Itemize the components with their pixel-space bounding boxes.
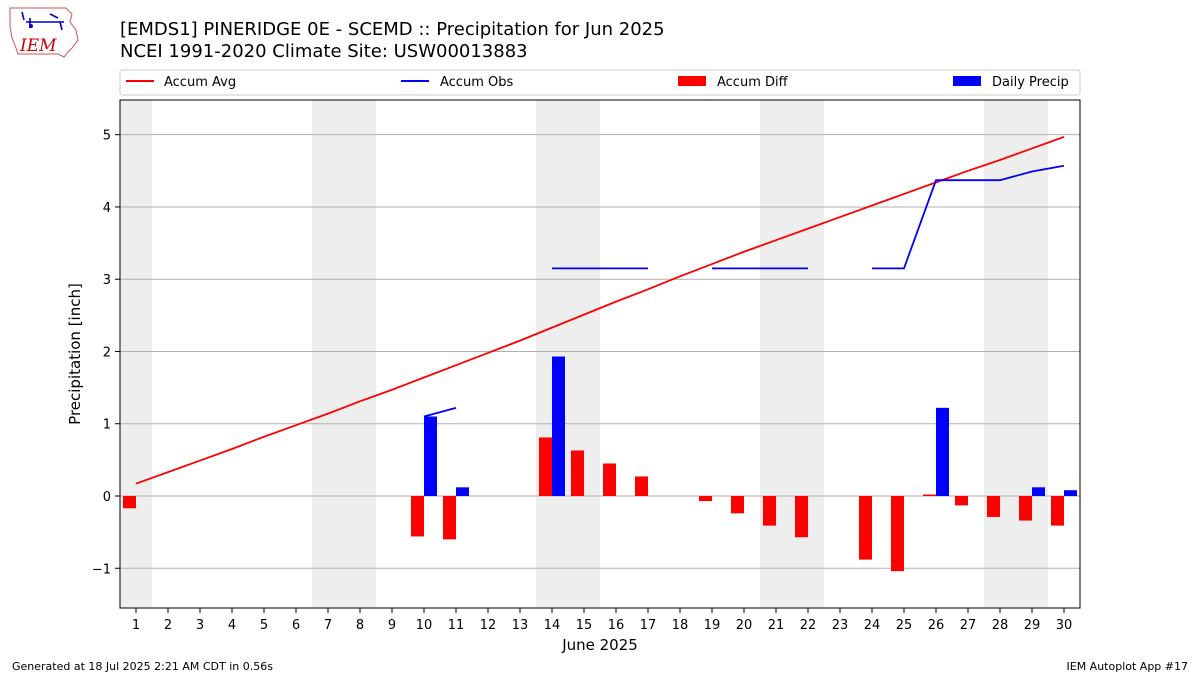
x-tick-label: 9	[388, 618, 396, 633]
y-axis: −1 0 1 2 3 4 5	[92, 129, 120, 577]
weekend-band-8	[344, 100, 376, 608]
accum-obs-line-0	[423, 406, 457, 418]
x-axis-label: June 2025	[561, 636, 638, 654]
x-tick-label: 21	[768, 618, 785, 633]
x-tick-label: 22	[800, 618, 817, 633]
legend-accum-avg-label: Accum Avg	[164, 75, 236, 90]
legend-daily-precip-label: Daily Precip	[992, 75, 1069, 90]
footer-generated: Generated at 18 Jul 2025 2:21 AM CDT in …	[12, 660, 273, 673]
accum-diff-bar-17	[635, 476, 648, 496]
plot-frame	[119, 99, 1081, 609]
x-tick-label: 4	[228, 618, 236, 633]
weekend-band-1	[120, 100, 152, 608]
accum-diff-bar-15	[571, 450, 584, 496]
daily-precip-bar-26	[936, 407, 949, 496]
series-lines	[135, 136, 1065, 485]
x-tick-label: 19	[704, 618, 721, 633]
daily-precip-bar-11	[456, 487, 469, 496]
chart-title: [EMDS1] PINERIDGE 0E - SCEMD :: Precipit…	[120, 19, 665, 40]
x-tick-label: 10	[416, 618, 433, 633]
x-tick-label: 29	[1024, 618, 1041, 633]
x-tick-label: 26	[928, 618, 945, 633]
weekend-shading	[120, 100, 1048, 608]
accum-diff-bar-21	[763, 495, 776, 526]
weekend-band-7	[312, 100, 344, 608]
x-tick-label: 30	[1056, 618, 1073, 633]
legend: Accum Avg Accum Obs Accum Diff Daily Pre…	[119, 69, 1081, 96]
accum-diff-bar-14	[539, 437, 552, 496]
x-tick-label: 8	[356, 618, 364, 633]
legend-box	[119, 69, 1081, 96]
legend-daily-precip-swatch	[953, 76, 981, 86]
x-tick-label: 12	[480, 618, 497, 633]
y-tick-label: 2	[103, 345, 111, 360]
y-tick-label: 1	[103, 418, 111, 433]
y-tick-label: 3	[103, 273, 111, 288]
footer-app: IEM Autoplot App #17	[1067, 660, 1189, 673]
y-tick-label: 0	[103, 490, 111, 505]
x-tick-label: 27	[960, 618, 977, 633]
x-tick-label: 7	[324, 618, 332, 633]
grid-lines	[120, 134, 1080, 569]
bars	[123, 356, 1077, 572]
daily-precip-bar-29	[1032, 487, 1045, 496]
weekend-band-29	[1016, 100, 1048, 608]
x-tick-label: 14	[544, 618, 561, 633]
x-tick-label: 3	[196, 618, 204, 633]
accum-diff-bar-29	[1019, 495, 1032, 521]
x-tick-label: 11	[448, 618, 465, 633]
accum-diff-bar-16	[603, 463, 616, 496]
x-tick-label: 25	[896, 618, 913, 633]
legend-accum-diff-swatch	[678, 76, 706, 86]
weekend-band-14	[536, 100, 568, 608]
accum-diff-bar-27	[955, 495, 968, 506]
accum-diff-bar-11	[443, 495, 456, 540]
legend-accum-diff-label: Accum Diff	[717, 75, 789, 90]
x-tick-label: 6	[292, 618, 300, 633]
iem-logo: IEM	[9, 7, 79, 58]
x-tick-label: 28	[992, 618, 1009, 633]
accum-diff-bar-22	[795, 495, 808, 538]
y-tick-label: 5	[103, 129, 111, 144]
accum-diff-bar-30	[1051, 495, 1064, 526]
chart-subtitle: NCEI 1991-2020 Climate Site: USW00013883	[120, 41, 528, 62]
station-dot-icon	[29, 24, 33, 28]
weekend-band-21	[760, 100, 792, 608]
x-tick-label: 18	[672, 618, 689, 633]
accum-diff-bar-28	[987, 495, 1000, 517]
x-tick-label: 2	[164, 618, 172, 633]
accum-diff-bar-10	[411, 495, 424, 537]
accum-obs-line-3	[872, 164, 1065, 270]
weekend-band-28	[984, 100, 1016, 608]
x-tick-label: 20	[736, 618, 753, 633]
x-tick-label: 23	[832, 618, 849, 633]
accum-diff-bar-19	[699, 495, 712, 502]
weather-station-icon	[21, 11, 64, 31]
y-axis-label: Precipitation [inch]	[66, 283, 84, 425]
accum-diff-bar-1	[123, 495, 136, 509]
x-tick-label: 15	[576, 618, 593, 633]
x-axis: 1 2 3 4 5 6 7 8 9 10 11 12 13 14 15 16 17 18 19 20 21 22 23 24 2…	[132, 608, 1072, 633]
accum-avg-line	[135, 136, 1065, 485]
accum-diff-bar-25	[891, 495, 904, 572]
accum-diff-bar-20	[731, 495, 744, 514]
x-tick-label: 5	[260, 618, 268, 633]
iowa-outline-icon	[9, 7, 79, 58]
weekend-band-15	[568, 100, 600, 608]
x-tick-label: 13	[512, 618, 529, 633]
accum-diff-bar-24	[859, 495, 872, 560]
daily-precip-bar-14	[552, 356, 565, 496]
x-tick-label: 1	[132, 618, 140, 633]
x-tick-label: 24	[864, 618, 881, 633]
x-tick-label: 17	[640, 618, 657, 633]
logo-text: IEM	[19, 36, 57, 56]
y-tick-label: −1	[92, 562, 111, 577]
y-tick-label: 4	[103, 201, 111, 216]
accum-diff-bar-26	[923, 494, 936, 496]
legend-accum-obs-label: Accum Obs	[440, 75, 513, 90]
daily-precip-bar-30	[1064, 490, 1077, 496]
daily-precip-bar-10	[424, 416, 437, 496]
x-tick-label: 16	[608, 618, 625, 633]
